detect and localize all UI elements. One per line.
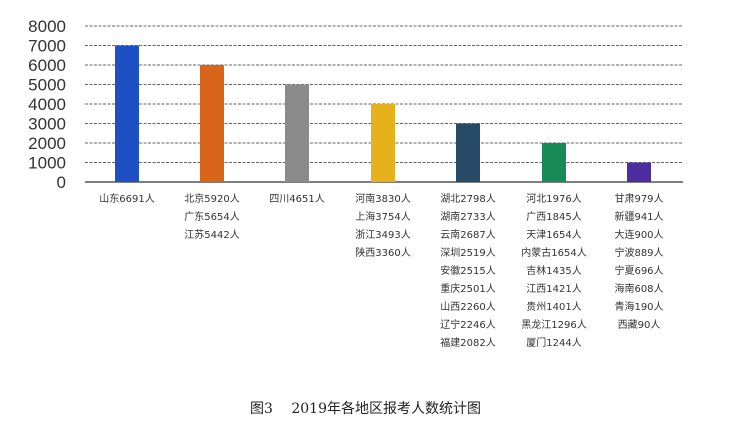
category-label: 贵州1401人 bbox=[526, 300, 581, 313]
category-label: 山西2260人 bbox=[440, 301, 495, 313]
y-tick-label: 2000 bbox=[28, 134, 66, 153]
y-tick-label: 8000 bbox=[28, 17, 66, 36]
category-label: 福建2082人 bbox=[440, 336, 495, 349]
bar bbox=[200, 65, 224, 182]
category-label: 广西1845人 bbox=[526, 211, 581, 223]
category-label: 深圳2519人 bbox=[440, 247, 495, 259]
category-label: 上海3754人 bbox=[355, 210, 410, 223]
bar bbox=[542, 143, 566, 182]
y-tick-label: 6000 bbox=[28, 56, 66, 75]
category-label: 宁夏696人 bbox=[614, 264, 663, 277]
y-tick-label: 5000 bbox=[28, 76, 66, 95]
y-tick-label: 7000 bbox=[28, 37, 66, 56]
category-label: 海南608人 bbox=[614, 282, 663, 295]
category-label: 浙江3493人 bbox=[355, 229, 410, 241]
category-label: 吉林1435人 bbox=[526, 264, 581, 277]
bars bbox=[115, 45, 651, 182]
bar bbox=[285, 84, 309, 182]
category-label: 黑龙江1296人 bbox=[521, 318, 586, 331]
category-label: 厦门1244人 bbox=[526, 336, 581, 349]
category-label: 安徽2515人 bbox=[440, 264, 495, 277]
category-label: 甘肃979人 bbox=[614, 192, 663, 205]
category-label: 四川4651人 bbox=[269, 193, 324, 205]
y-tick-label: 3000 bbox=[28, 115, 66, 134]
category-label: 广东5654人 bbox=[184, 210, 239, 223]
bar bbox=[371, 104, 395, 182]
category-label: 青海190人 bbox=[614, 300, 663, 313]
category-label: 重庆2501人 bbox=[440, 282, 495, 295]
category-label: 新疆941人 bbox=[614, 210, 663, 223]
category-label: 江苏5442人 bbox=[184, 228, 239, 241]
category-label: 辽宁2246人 bbox=[440, 318, 495, 331]
category-label: 北京5920人 bbox=[184, 192, 239, 205]
bar bbox=[627, 162, 651, 182]
category-label: 宁波889人 bbox=[614, 246, 663, 259]
category-label: 陕西3360人 bbox=[355, 246, 410, 259]
bar bbox=[115, 45, 139, 182]
category-label: 江西1421人 bbox=[526, 283, 581, 295]
category-label: 河南3830人 bbox=[355, 192, 410, 205]
category-label: 大连900人 bbox=[614, 228, 663, 241]
category-label: 山东6691人 bbox=[99, 192, 154, 205]
y-tick-label: 1000 bbox=[28, 154, 66, 173]
bar bbox=[456, 123, 480, 182]
category-label: 内蒙古1654人 bbox=[521, 246, 586, 259]
category-label: 湖北2798人 bbox=[440, 193, 495, 205]
category-label: 湖南2733人 bbox=[440, 210, 495, 223]
figure-caption: 图3 2019年各地区报考人数统计图 bbox=[250, 401, 481, 417]
category-label: 天津1654人 bbox=[526, 229, 581, 241]
category-label: 河北1976人 bbox=[526, 193, 581, 205]
y-tick-label: 4000 bbox=[28, 95, 66, 114]
category-label: 西藏90人 bbox=[618, 319, 661, 331]
y-tick-label: 0 bbox=[57, 173, 66, 192]
category-label: 云南2687人 bbox=[440, 228, 495, 241]
